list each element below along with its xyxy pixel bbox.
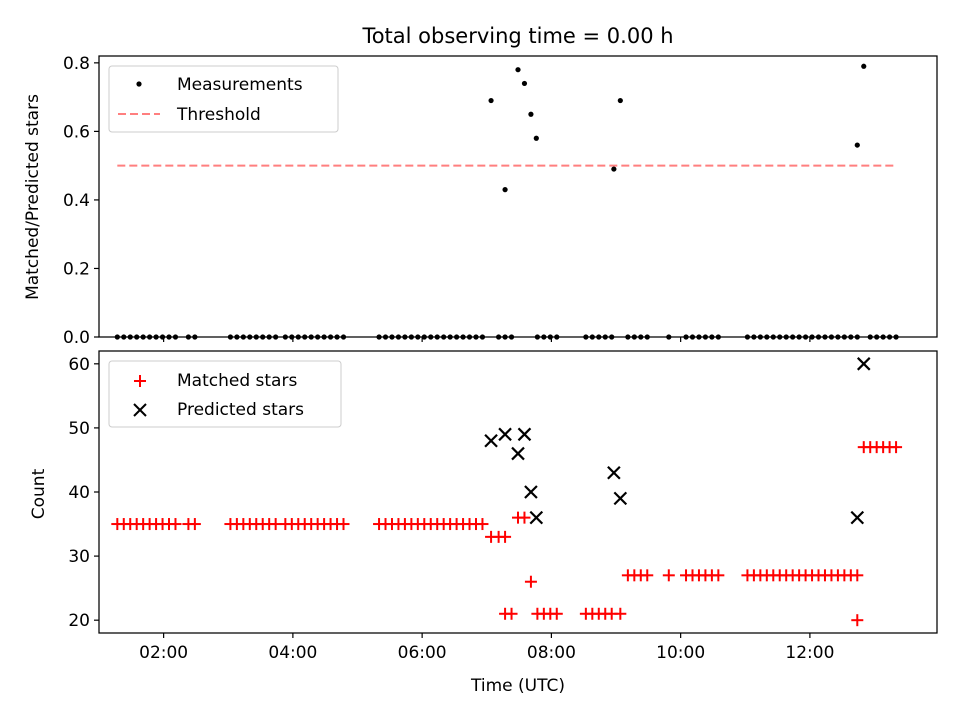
matched-star-point bbox=[169, 518, 182, 531]
matched-star-point bbox=[851, 569, 864, 582]
measurement-point bbox=[533, 135, 539, 141]
x-stroke bbox=[524, 485, 538, 499]
x-stroke bbox=[517, 427, 532, 442]
bottom-x-axis: 02:00 04:00 06:00 08:00 10:00 12:00 bbox=[139, 633, 834, 663]
legend-matched-label: Matched stars bbox=[177, 371, 297, 391]
matched-star-point bbox=[662, 569, 675, 582]
matched-star-point bbox=[550, 607, 563, 620]
x-stroke bbox=[856, 357, 871, 371]
y-tick-label: 0.6 bbox=[63, 122, 90, 142]
matched-star-point bbox=[499, 530, 512, 543]
legend-measurements-marker bbox=[136, 81, 142, 87]
top-chart-title: Total observing time = 0.00 h bbox=[361, 24, 673, 48]
y-tick-label: 0.0 bbox=[63, 328, 90, 348]
measurement-point bbox=[611, 166, 617, 172]
predicted-star-point bbox=[484, 433, 498, 448]
y-tick-label: 0.8 bbox=[63, 54, 90, 74]
y-tick-label: 40 bbox=[68, 483, 90, 503]
bottom-marks bbox=[111, 357, 903, 627]
measurement-point bbox=[528, 111, 534, 117]
predicted-star-point bbox=[607, 465, 621, 480]
x-stroke bbox=[607, 465, 621, 480]
predicted-star-point bbox=[613, 491, 628, 506]
bottom-y-axis-label: Count bbox=[29, 468, 49, 519]
legend-threshold-label: Threshold bbox=[176, 105, 261, 125]
x-stroke bbox=[613, 491, 628, 506]
predicted-star-point bbox=[498, 427, 512, 442]
top-panel: 0.00.20.40.60.8 Matched/Predicted stars … bbox=[23, 54, 938, 348]
predicted-star-point bbox=[850, 510, 865, 525]
measurement-point bbox=[521, 80, 528, 87]
matched-star-point bbox=[712, 569, 725, 582]
matched-star-point bbox=[188, 518, 201, 531]
x-tick-label: 10:00 bbox=[656, 643, 705, 663]
legend-measurements-label: Measurements bbox=[177, 75, 303, 95]
bottom-y-axis: 20 30 40 50 60 bbox=[68, 355, 99, 631]
matched-star-point bbox=[890, 441, 903, 454]
matched-star-point bbox=[641, 569, 654, 582]
legend-predicted-label: Predicted stars bbox=[177, 400, 304, 420]
measurement-point bbox=[854, 142, 860, 148]
matched-star-point bbox=[524, 575, 537, 588]
predicted-star-point bbox=[524, 485, 538, 499]
x-stroke bbox=[511, 446, 525, 461]
bottom-panel: 20 30 40 50 60 02:00 04:00 06:00 08:00 10:00 12:0… bbox=[29, 350, 938, 696]
bottom-legend-box bbox=[108, 360, 342, 428]
x-tick-label: 08:00 bbox=[527, 643, 576, 663]
measurement-point bbox=[488, 97, 494, 104]
matched-star-point bbox=[476, 518, 489, 531]
predicted-star-point bbox=[517, 427, 532, 442]
x-tick-label: 02:00 bbox=[139, 643, 188, 663]
y-tick-label: 20 bbox=[68, 611, 90, 631]
x-tick-label: 06:00 bbox=[398, 643, 447, 663]
matched-star-point bbox=[337, 518, 350, 531]
y-tick-label: 30 bbox=[68, 547, 90, 567]
measurement-point bbox=[502, 187, 508, 193]
bottom-legend: Matched stars Predicted stars bbox=[108, 360, 342, 428]
predicted-star-point bbox=[856, 357, 871, 371]
legend-predicted-marker bbox=[133, 403, 147, 417]
x-stroke bbox=[529, 510, 544, 525]
matched-star-point bbox=[505, 607, 518, 620]
matched-star-point bbox=[614, 607, 627, 620]
measurement-point bbox=[617, 97, 623, 104]
top-y-axis: 0.0 0.2 0.4 0.6 0.8 bbox=[63, 54, 99, 348]
top-legend-box bbox=[108, 65, 339, 133]
predicted-star-point bbox=[529, 510, 544, 525]
y-tick-label: 60 bbox=[68, 355, 90, 375]
x-tick-label: 12:00 bbox=[785, 643, 834, 663]
legend-matched-marker bbox=[134, 375, 146, 387]
top-x-ticks bbox=[163, 337, 811, 342]
top-plot-frame bbox=[98, 55, 938, 338]
y-tick-label: 50 bbox=[68, 419, 90, 439]
measurement-point bbox=[515, 67, 521, 73]
x-stroke bbox=[498, 427, 512, 442]
top-marks bbox=[114, 63, 899, 340]
y-tick-label: 0.4 bbox=[63, 191, 90, 211]
top-legend: Measurements Threshold bbox=[108, 65, 339, 133]
x-tick-label: 04:00 bbox=[268, 643, 317, 663]
bottom-x-axis-label: Time (UTC) bbox=[470, 676, 565, 696]
x-stroke bbox=[850, 510, 865, 525]
x-stroke bbox=[484, 433, 498, 448]
top-y-axis-label: Matched/Predicted stars bbox=[23, 94, 43, 300]
y-tick-label: 0.2 bbox=[63, 259, 90, 279]
measurement-point bbox=[861, 63, 867, 69]
matched-star-point bbox=[851, 614, 864, 627]
matched-star-point bbox=[518, 511, 531, 524]
predicted-star-point bbox=[511, 446, 525, 461]
